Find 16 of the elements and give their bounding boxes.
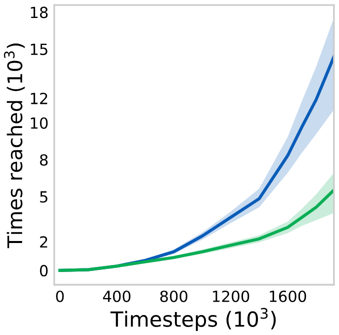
x-tick-label: 0 [56,290,64,302]
line-series [58,188,334,272]
y-tick-label: 12 [30,92,48,104]
y-axis-title: Times reached (10$^{3}$) [4,44,25,248]
x-axis-title: Timesteps (10$^{3}$) [110,308,276,331]
y-tick-label: 15 [30,44,48,56]
y-tick-label: 5 [40,191,48,203]
y-tick-label: 0 [40,264,48,276]
y-tick-label: 10 [30,117,48,129]
x-tick-label: 800 [160,290,188,302]
x-tick-label: 1600 [270,290,306,302]
y-tick-label: 8 [40,154,48,166]
y-tick-label: 18 [30,6,48,18]
y-tick-label: 2 [40,236,48,248]
x-tick-label: 1200 [212,290,250,302]
x-tick-label: 400 [103,290,130,302]
